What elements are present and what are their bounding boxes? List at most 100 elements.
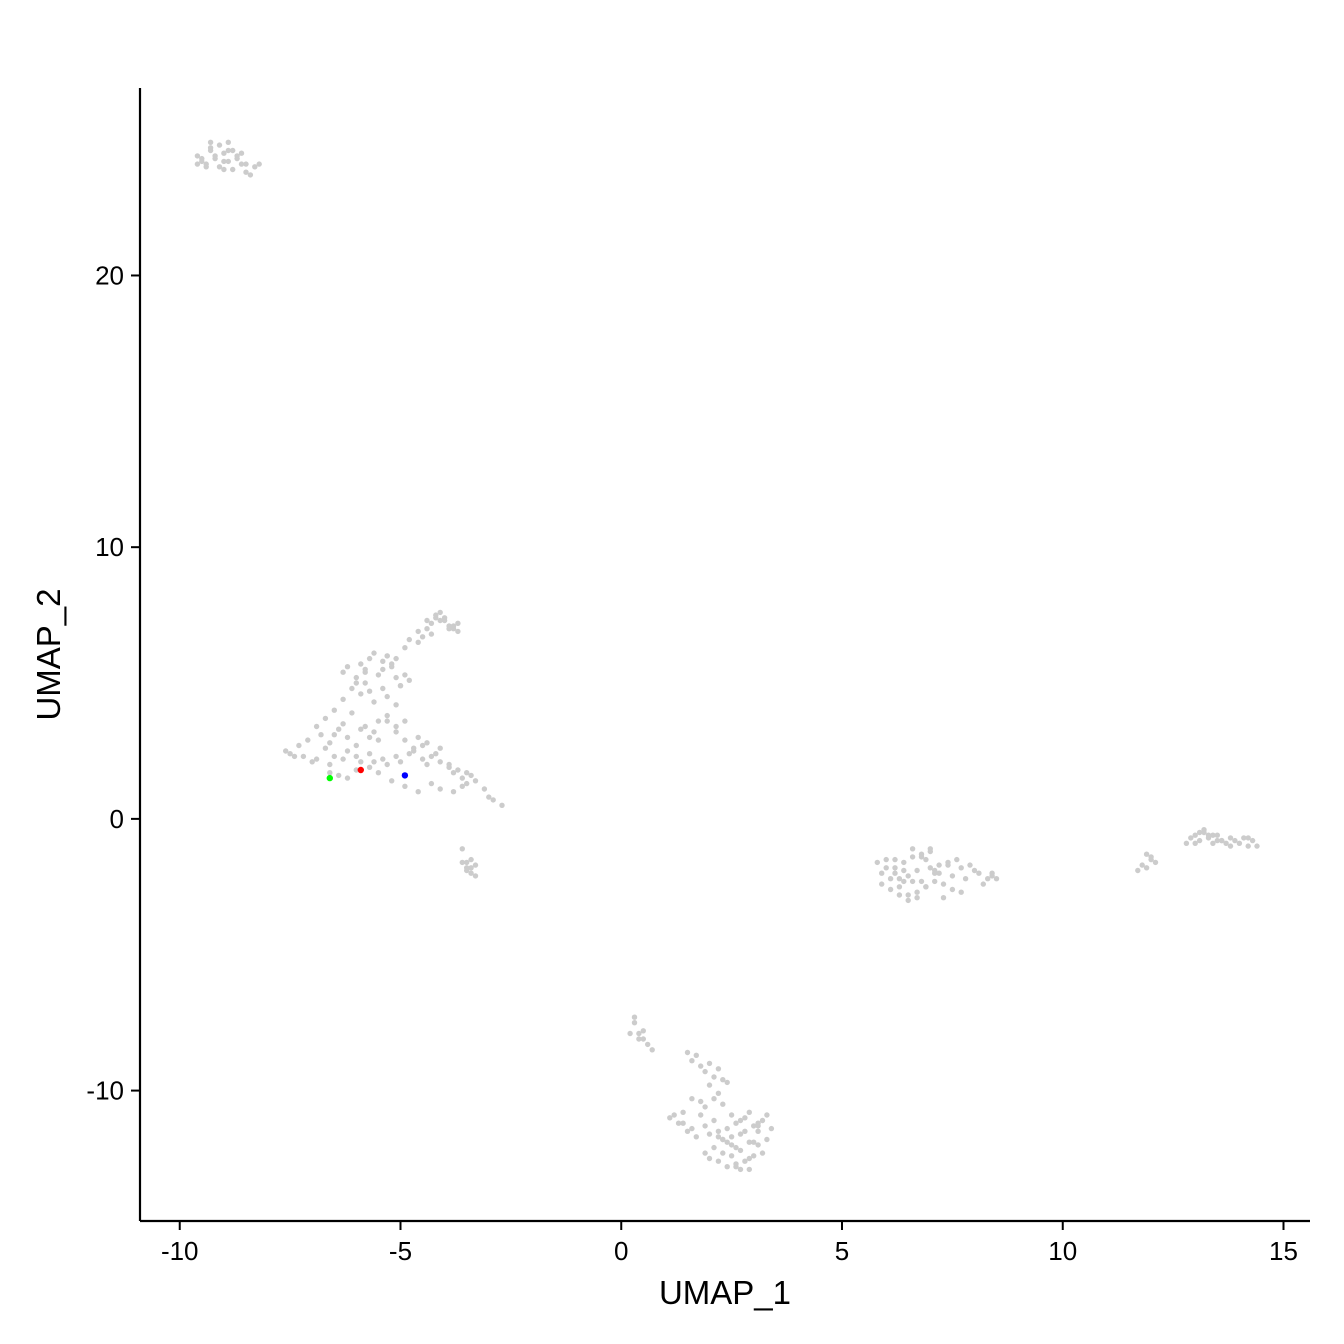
cell-point (711, 1117, 717, 1124)
cell-point (424, 626, 430, 632)
cell-point (720, 1150, 726, 1156)
cell-point (468, 856, 474, 863)
cell-point (313, 756, 320, 762)
cell-point (371, 729, 377, 735)
cell-point (424, 740, 430, 746)
cell-point (896, 884, 903, 890)
cell-point (362, 680, 368, 686)
cell-point (406, 751, 412, 757)
cell-point (366, 751, 373, 757)
cell-point (689, 1058, 695, 1064)
cell-point (631, 1014, 638, 1020)
x-tick-label: 10 (1048, 1236, 1077, 1266)
cell-point (194, 153, 201, 159)
cell-point (441, 615, 448, 621)
cell-point (344, 775, 351, 781)
cell-point (918, 851, 925, 857)
cell-point (225, 139, 231, 145)
cell-point (905, 892, 911, 898)
cell-point (384, 653, 390, 659)
cell-point (358, 691, 364, 697)
cell-point (243, 161, 249, 167)
cell-point (967, 862, 973, 868)
cell-point (728, 1153, 735, 1159)
cell-point (252, 164, 258, 170)
cell-point (892, 870, 898, 876)
cell-point (397, 759, 404, 765)
cell-point (336, 726, 342, 732)
cell-point (389, 661, 395, 667)
cell-point (1219, 837, 1225, 844)
cell-point (375, 718, 382, 724)
cell-point (384, 693, 390, 700)
cell-point (415, 639, 421, 645)
cell-point (706, 1082, 713, 1088)
cell-point (406, 677, 412, 683)
cell-point (331, 707, 337, 713)
cell-point (627, 1030, 633, 1037)
cell-point (225, 147, 231, 154)
cell-point (689, 1125, 695, 1132)
cell-point (450, 770, 457, 776)
cell-point (459, 775, 465, 781)
cell-point (1210, 832, 1216, 838)
cell-point (737, 1166, 744, 1173)
cell-point (490, 797, 496, 803)
cell-point (945, 862, 951, 868)
cell-point (393, 702, 399, 708)
cell-point (393, 655, 399, 662)
cell-point (366, 764, 373, 770)
cell-point (380, 666, 386, 673)
cell-point (415, 789, 421, 795)
cell-point (287, 751, 293, 757)
cell-point (940, 881, 947, 887)
cell-point (340, 669, 346, 675)
cell-point (901, 859, 907, 866)
cell-point (327, 761, 333, 768)
cell-point (689, 1096, 695, 1102)
cell-point (366, 734, 373, 741)
cell-point (340, 721, 346, 727)
cell-point (468, 865, 474, 871)
cell-point (393, 753, 399, 760)
cell-point (715, 1128, 722, 1135)
cell-point (962, 876, 969, 882)
cell-point (1192, 840, 1198, 846)
cell-point (667, 1115, 673, 1121)
cell-point (459, 783, 465, 789)
cell-point (1135, 867, 1141, 874)
cell-point (1227, 835, 1234, 841)
cell-point (927, 846, 933, 852)
cell-point (353, 767, 359, 773)
cell-point (989, 870, 995, 876)
cell-point (1254, 843, 1260, 849)
cell-point (958, 865, 964, 871)
cell-point (402, 737, 408, 743)
cell-point (464, 770, 470, 776)
cell-point (631, 1020, 638, 1026)
cell-point (455, 767, 461, 773)
cell-point (1249, 837, 1256, 844)
cell-point (874, 859, 880, 866)
cell-point (419, 742, 426, 749)
cell-point (914, 895, 920, 901)
cell-point (645, 1041, 651, 1048)
y-axis-ticks: -10 0 10 20 (86, 260, 140, 1106)
cell-point (640, 1036, 646, 1042)
cell-point (702, 1123, 708, 1129)
cell-point (380, 756, 386, 762)
cell-point (746, 1166, 752, 1173)
x-axis-ticks: -10 -5 0 5 10 15 (161, 1221, 1298, 1266)
cell-point (1183, 840, 1190, 846)
cell-point (764, 1136, 770, 1143)
cell-point (737, 1131, 744, 1137)
cell-point (927, 865, 933, 871)
cell-point (724, 1139, 730, 1145)
cell-point (932, 867, 938, 874)
cell-point (256, 161, 262, 167)
cell-point (472, 862, 479, 868)
cell-point (371, 699, 377, 705)
cell-point (742, 1115, 748, 1121)
cell-point (980, 881, 986, 887)
